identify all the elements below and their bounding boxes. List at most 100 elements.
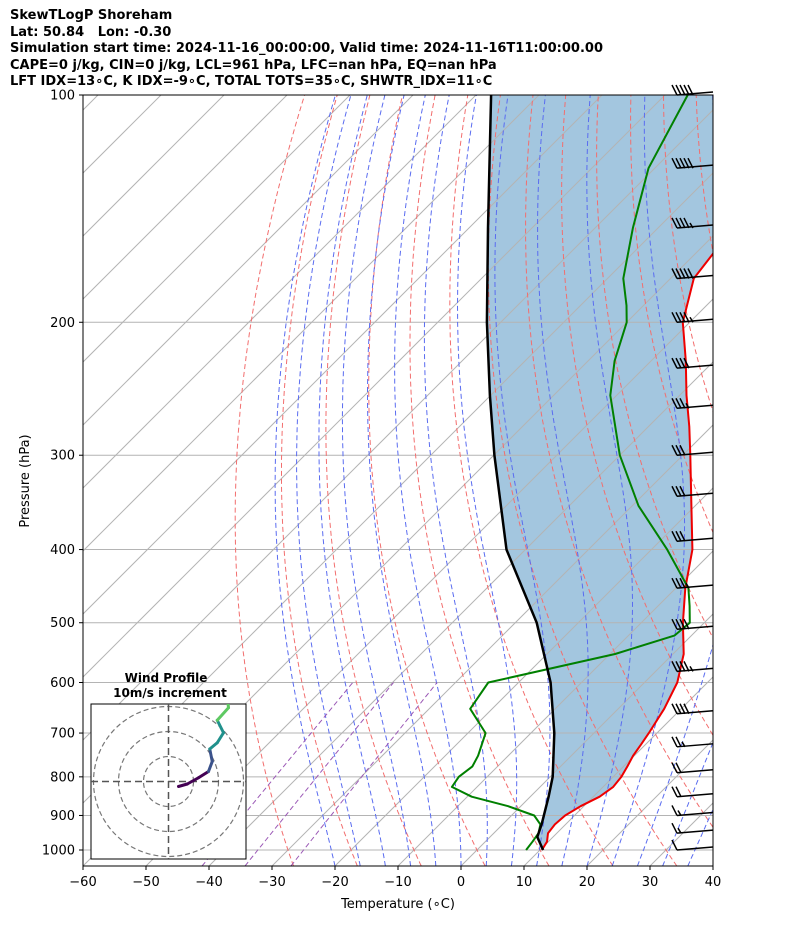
y-tick-label: 300 (50, 449, 75, 464)
dry-adiabat-line (729, 95, 794, 866)
hodograph-segment (185, 776, 200, 786)
x-axis-label: Temperature (∘C) (340, 897, 455, 912)
isotherm-line (397, 550, 713, 866)
y-tick-label: 200 (50, 316, 75, 331)
moist-adiabat-line (712, 864, 713, 866)
x-tick-label: −20 (321, 875, 348, 890)
mixing-ratio-line (201, 682, 354, 866)
wind-barb (671, 822, 714, 834)
x-tick-label: 30 (642, 875, 659, 890)
wind-barb (671, 703, 714, 715)
wind-barb (671, 217, 714, 229)
x-tick-label: −30 (258, 875, 285, 890)
wind-barb (671, 839, 714, 851)
wind-profile-inset: Wind Profile 10m/s increment (90, 671, 247, 860)
hodograph-segment (207, 760, 214, 773)
moist-adiabat-line (394, 95, 462, 866)
profile-lines (450, 95, 713, 851)
dry-adiabat-line (409, 95, 550, 866)
moist-adiabat-line (341, 95, 412, 866)
wind-barb (671, 311, 714, 324)
isotherm-line (83, 95, 477, 489)
dry-adiabat-line (325, 95, 422, 866)
wind-barb (671, 397, 714, 410)
hodograph-segment (208, 747, 214, 763)
chart-title: SkewTLogP Shoreham (10, 8, 173, 23)
y-tick-label: 500 (50, 616, 75, 631)
indices-line-2: LFT IDX=13∘C, K IDX=-9∘C, TOTAL TOTS=35∘… (10, 74, 493, 90)
dry-adiabat-line (487, 95, 678, 866)
moist-adiabat-line (296, 95, 361, 866)
isotherm-line (83, 95, 288, 300)
x-tick-label: −50 (132, 875, 159, 890)
y-tick-label: 1000 (42, 844, 75, 859)
x-tick-label: 0 (457, 875, 465, 890)
dry-adiabat-line (525, 95, 713, 829)
y-tick-label: 800 (50, 770, 75, 785)
y-axis-ticks: 100 200 300 400 500 600 700 800 900 1000 (42, 89, 83, 859)
mixing-ratio-lines (201, 682, 438, 866)
temperature-line (541, 252, 713, 851)
isotherm-line (712, 865, 713, 866)
moist-adiabat-line (586, 95, 633, 866)
hodograph-segment (226, 704, 230, 710)
wind-barb (671, 530, 714, 543)
x-tick-label: 40 (705, 875, 722, 890)
indices-line-1: CAPE=0 j/kg, CIN=0 j/kg, LCL=961 hPa, LF… (10, 57, 497, 73)
wind-barb (671, 577, 714, 589)
moist-adiabat-line (662, 741, 713, 866)
hodograph-segment (215, 706, 230, 722)
chart-header: SkewTLogP Shoreham Lat: 50.84 Lon: -0.30… (10, 8, 603, 91)
dewpoint-line (450, 95, 691, 851)
wind-barb (671, 661, 714, 673)
y-axis-label: Pressure (hPa) (18, 434, 33, 527)
parcel-path-line (485, 95, 556, 851)
isotherm-line (83, 95, 540, 552)
hodograph-segment (208, 741, 219, 751)
wind-barb (671, 805, 714, 817)
x-axis-ticks: −60 −50 −40 −30 −20 −10 0 10 20 30 40 (69, 866, 721, 890)
dry-adiabat-line (449, 95, 614, 866)
wind-barb (671, 786, 714, 798)
hodograph-segment (215, 731, 225, 745)
hodograph-segment (215, 718, 225, 735)
inset-subtitle: 10m/s increment (113, 686, 227, 700)
isotherm-line (83, 95, 225, 237)
y-tick-label: 900 (50, 809, 75, 824)
mixing-ratio-line (244, 682, 394, 866)
hodograph-segment (197, 770, 210, 780)
wind-barb (671, 357, 714, 369)
isotherm-line (334, 487, 713, 866)
wind-barb (671, 157, 714, 169)
y-tick-label: 100 (50, 89, 75, 104)
isotherm-line (83, 95, 414, 426)
moist-adiabat-line (611, 95, 686, 866)
wind-barb (671, 84, 714, 96)
isotherm-line (271, 424, 713, 866)
x-tick-label: −60 (69, 875, 96, 890)
y-tick-label: 400 (50, 543, 75, 558)
wind-barb (671, 762, 714, 774)
isotherm-line (83, 95, 603, 615)
inset-title: Wind Profile (125, 671, 208, 685)
cape-area (486, 95, 713, 850)
dry-adiabat-line (368, 95, 486, 866)
wind-barb (671, 485, 714, 498)
x-tick-label: 10 (516, 875, 533, 890)
x-tick-label: −40 (195, 875, 222, 890)
mixing-ratio-line (290, 682, 438, 866)
isotherm-line (83, 109, 713, 741)
wind-barb (671, 444, 714, 456)
moist-adiabat-line (423, 95, 488, 866)
y-tick-label: 600 (50, 676, 75, 691)
time-line: Simulation start time: 2024-11-16_00:00:… (10, 41, 603, 57)
location-line: Lat: 50.84 Lon: -0.30 (10, 24, 172, 40)
dry-adiabat-line (596, 95, 713, 640)
isotherm-line (145, 298, 713, 866)
moist-adiabat-line (274, 95, 336, 866)
isotherm-line (208, 361, 713, 866)
moist-adiabat-line (494, 95, 551, 866)
isotherm-line (83, 95, 351, 363)
isotherm-line (523, 676, 713, 866)
